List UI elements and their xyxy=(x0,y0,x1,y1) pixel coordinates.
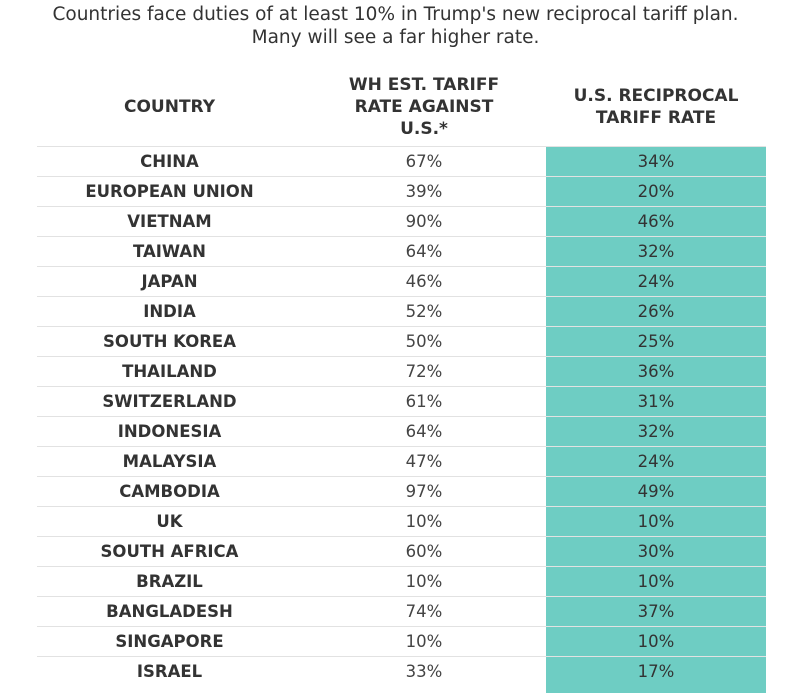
us-rate-cell: 26% xyxy=(546,297,766,326)
country-cell: SOUTH KOREA xyxy=(103,332,236,351)
us-rate-cell: 10% xyxy=(546,567,766,596)
table-row: ISRAEL 33% 17% xyxy=(37,656,766,686)
country-cell: BRAZIL xyxy=(136,572,203,591)
us-rate-cell: 10% xyxy=(546,627,766,656)
country-cell: TAIWAN xyxy=(133,242,206,261)
table-row: SINGAPORE 10% 10% xyxy=(37,626,766,656)
title-line-2: Many will see a far higher rate. xyxy=(251,27,540,48)
table-row: THAILAND 72% 36% xyxy=(37,356,766,386)
wh-rate-cell: 61% xyxy=(405,392,443,411)
us-rate-cell: 32% xyxy=(546,237,766,266)
title-line-1: Countries face duties of at least 10% in… xyxy=(52,4,739,25)
country-cell: JAPAN xyxy=(141,272,198,291)
header-wh-line-1: WH EST. TARIFF xyxy=(348,75,500,95)
country-cell: ISRAEL xyxy=(136,662,203,681)
us-rate-cell: 49% xyxy=(546,477,766,506)
header-wh-line-2: RATE AGAINST xyxy=(354,97,494,117)
wh-rate-cell: 52% xyxy=(405,302,443,321)
wh-rate-cell: 60% xyxy=(405,542,443,561)
wh-rate-cell: 64% xyxy=(405,422,443,441)
country-cell: UK xyxy=(156,512,183,531)
chart-title: Countries face duties of at least 10% in… xyxy=(0,3,791,49)
table-row: BANGLADESH 74% 37% xyxy=(37,596,766,626)
table-row: JAPAN 46% 24% xyxy=(37,266,766,296)
table-row: EUROPEAN UNION 39% 20% xyxy=(37,176,766,206)
wh-rate-cell: 72% xyxy=(405,362,443,381)
country-cell: VIETNAM xyxy=(127,212,212,231)
header-us-tariff: U.S. RECIPROCAL TARIFF RATE xyxy=(546,70,766,144)
header-us-line-2: TARIFF RATE xyxy=(595,108,717,128)
table-body: CHINA 67% 34% EUROPEAN UNION 39% 20% VIETNAM 90… xyxy=(37,146,766,686)
us-rate-cell: 20% xyxy=(546,177,766,206)
us-rate-cell: 25% xyxy=(546,327,766,356)
header-country: COUNTRY xyxy=(37,70,302,144)
wh-rate-cell: 33% xyxy=(405,662,443,681)
table-row: TAIWAN 64% 32% xyxy=(37,236,766,266)
country-cell: CAMBODIA xyxy=(119,482,220,501)
table-row: INDONESIA 64% 32% xyxy=(37,416,766,446)
table-row: BRAZIL 10% 10% xyxy=(37,566,766,596)
us-rate-cell: 32% xyxy=(546,417,766,446)
table-row: CAMBODIA 97% 49% xyxy=(37,476,766,506)
header-country-label: COUNTRY xyxy=(123,97,216,117)
wh-rate-cell: 10% xyxy=(405,632,443,651)
table-row: SOUTH KOREA 50% 25% xyxy=(37,326,766,356)
highlight-column-tail xyxy=(546,686,766,693)
us-rate-cell: 17% xyxy=(546,657,766,686)
table-row: SOUTH AFRICA 60% 30% xyxy=(37,536,766,566)
us-rate-cell: 24% xyxy=(546,267,766,296)
country-cell: CHINA xyxy=(140,152,199,171)
country-cell: THAILAND xyxy=(122,362,217,381)
us-rate-cell: 36% xyxy=(546,357,766,386)
table-row: INDIA 52% 26% xyxy=(37,296,766,326)
header-us-line-1: U.S. RECIPROCAL xyxy=(573,86,739,106)
wh-rate-cell: 10% xyxy=(405,512,443,531)
wh-rate-cell: 50% xyxy=(405,332,443,351)
wh-rate-cell: 47% xyxy=(405,452,443,471)
wh-rate-cell: 74% xyxy=(405,602,443,621)
table-row: SWITZERLAND 61% 31% xyxy=(37,386,766,416)
country-cell: EUROPEAN UNION xyxy=(85,182,254,201)
wh-rate-cell: 64% xyxy=(405,242,443,261)
wh-rate-cell: 90% xyxy=(405,212,443,231)
header-wh-tariff: WH EST. TARIFF RATE AGAINST U.S.* xyxy=(302,70,546,144)
table-row: VIETNAM 90% 46% xyxy=(37,206,766,236)
us-rate-cell: 10% xyxy=(546,507,766,536)
table-row: UK 10% 10% xyxy=(37,506,766,536)
header-wh-line-3: U.S.* xyxy=(400,119,448,139)
country-cell: SINGAPORE xyxy=(115,632,224,651)
country-cell: MALAYSIA xyxy=(122,452,217,471)
table-row: MALAYSIA 47% 24% xyxy=(37,446,766,476)
wh-rate-cell: 10% xyxy=(405,572,443,591)
us-rate-cell: 34% xyxy=(546,147,766,176)
wh-rate-cell: 46% xyxy=(405,272,443,291)
us-rate-cell: 46% xyxy=(546,207,766,236)
us-rate-cell: 24% xyxy=(546,447,766,476)
country-cell: BANGLADESH xyxy=(106,602,233,621)
table-row: CHINA 67% 34% xyxy=(37,146,766,176)
us-rate-cell: 37% xyxy=(546,597,766,626)
country-cell: INDIA xyxy=(143,302,196,321)
wh-rate-cell: 67% xyxy=(405,152,443,171)
country-cell: SOUTH AFRICA xyxy=(100,542,239,561)
us-rate-cell: 30% xyxy=(546,537,766,566)
us-rate-cell: 31% xyxy=(546,387,766,416)
country-cell: INDONESIA xyxy=(117,422,222,441)
wh-rate-cell: 39% xyxy=(405,182,443,201)
wh-rate-cell: 97% xyxy=(405,482,443,501)
country-cell: SWITZERLAND xyxy=(102,392,237,411)
